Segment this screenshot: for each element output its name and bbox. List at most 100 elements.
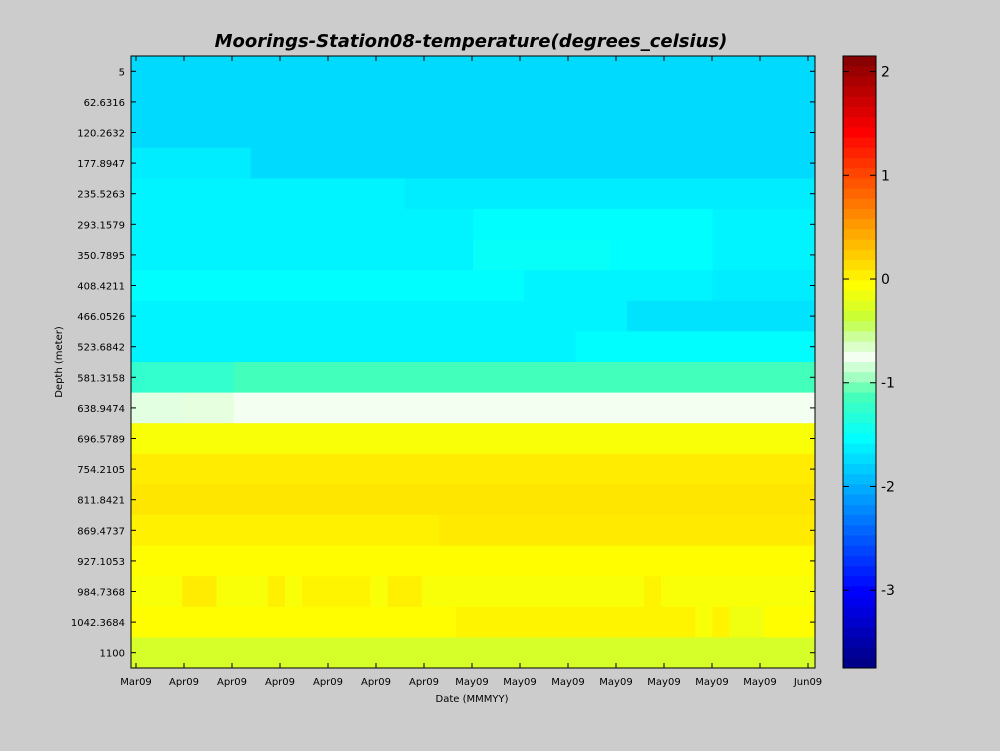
- heatmap-cell-row-11-1: [182, 392, 235, 424]
- heatmap-cell-row-9-1: [575, 331, 816, 363]
- x-tick-label: May09: [647, 677, 680, 688]
- colorbar-step: [843, 576, 876, 587]
- heatmap-cell-row-18-0: [131, 606, 457, 638]
- x-tick-label: May09: [599, 677, 632, 688]
- heatmap-cell-row-1-0: [131, 86, 816, 118]
- colorbar-step: [843, 66, 876, 77]
- x-tick-label: Apr09: [361, 677, 391, 688]
- colorbar-step: [843, 606, 876, 618]
- heatmap-cell-row-4-1: [404, 178, 816, 210]
- y-tick-label: 120.2632: [77, 129, 125, 140]
- heatmap-cell-row-0-0: [131, 56, 816, 88]
- colorbar-step: [843, 453, 876, 465]
- y-tick-label: 1042.3684: [71, 618, 125, 629]
- colorbar-step: [843, 127, 876, 139]
- colorbar-step: [843, 321, 876, 332]
- colorbar-tick-label: -1: [881, 376, 895, 392]
- colorbar-step: [843, 566, 876, 577]
- colorbar-step: [843, 351, 876, 363]
- heatmap-cell-row-18-2: [695, 606, 713, 638]
- heatmap-cell-row-17-1: [182, 576, 217, 608]
- colorbar-tick-label: -2: [881, 479, 895, 495]
- colorbar-step: [843, 270, 876, 281]
- colorbar-step: [843, 402, 876, 414]
- x-tick-label: May09: [743, 677, 776, 688]
- y-axis-ticks: 5 62.6316 120.2632 177.8947 235.5263 293.1579…: [71, 67, 815, 660]
- colorbar-step: [843, 657, 876, 669]
- colorbar-step: [843, 484, 876, 496]
- heatmap-cell-row-5-1: [473, 209, 713, 241]
- colorbar-step: [843, 147, 876, 159]
- x-tick-label: Apr09: [409, 677, 439, 688]
- heatmap-cell-row-7-2: [712, 270, 816, 302]
- colorbar-step: [843, 249, 876, 261]
- y-tick-label: 1100: [100, 649, 125, 660]
- colorbar-step: [843, 158, 876, 169]
- heatmap-cell-row-7-0: [131, 270, 525, 302]
- heatmap-cell-row-11-2: [233, 392, 816, 424]
- x-tick-label: May09: [503, 677, 536, 688]
- y-tick-label: 869.4737: [77, 526, 125, 537]
- heatmap-plot-area: [131, 56, 816, 669]
- heatmap-cell-row-17-0: [131, 576, 183, 608]
- heatmap-cell-row-6-0: [131, 239, 474, 271]
- colorbar: [843, 56, 876, 669]
- chart-title: Moorings-Station08-temperature(degrees_c…: [215, 31, 728, 52]
- colorbar-step: [843, 637, 876, 649]
- x-tick-label: Apr09: [265, 677, 295, 688]
- colorbar-step: [843, 515, 876, 526]
- colorbar-step: [843, 555, 876, 567]
- heatmap-cell-row-17-5: [302, 576, 371, 608]
- colorbar-step: [843, 76, 876, 88]
- colorbar-step: [843, 362, 876, 373]
- x-tick-label: Jun09: [793, 677, 822, 688]
- colorbar-step: [843, 474, 876, 485]
- heatmap-cell-row-18-3: [712, 606, 730, 638]
- heatmap-cell-row-8-0: [131, 300, 628, 332]
- colorbar-ticks: 2 1 0 -1 -2 -3: [843, 65, 895, 599]
- x-tick-label: May09: [695, 677, 728, 688]
- heatmap-cell-row-17-10: [661, 576, 816, 608]
- colorbar-step: [843, 392, 876, 404]
- heatmap-cell-row-5-2: [712, 209, 816, 241]
- heatmap-cell-row-10-0: [131, 362, 235, 394]
- colorbar-tick-label: 2: [881, 65, 890, 81]
- heatmap-cell-row-17-4: [284, 576, 303, 608]
- x-tick-label: May09: [455, 677, 488, 688]
- colorbar-step: [843, 627, 876, 638]
- colorbar-step: [843, 96, 876, 108]
- heatmap-cell-row-17-8: [421, 576, 645, 608]
- colorbar-step: [843, 219, 876, 230]
- heatmap-cell-row-12-0: [131, 423, 816, 455]
- colorbar-step: [843, 331, 876, 343]
- colorbar-step: [843, 280, 876, 292]
- colorbar-step: [843, 168, 876, 179]
- heatmap-cell-row-6-1: [473, 239, 611, 271]
- x-tick-label: Apr09: [217, 677, 247, 688]
- y-tick-label: 5: [119, 67, 125, 78]
- heatmap-cell-row-14-0: [131, 484, 816, 516]
- y-tick-label: 523.6842: [77, 343, 125, 354]
- heatmap-cell-row-15-1: [438, 515, 816, 547]
- y-tick-label: 984.7368: [77, 588, 125, 599]
- heatmap-cell-row-17-3: [267, 576, 286, 608]
- y-axis-label: Depth (meter): [54, 326, 65, 398]
- colorbar-step: [843, 372, 876, 383]
- colorbar-step: [843, 413, 876, 424]
- colorbar-step: [843, 239, 876, 251]
- colorbar-step: [843, 198, 876, 210]
- colorbar-step: [843, 209, 876, 220]
- heatmap-cell-row-17-6: [370, 576, 388, 608]
- colorbar-step: [843, 260, 876, 271]
- colorbar-tick-label: -3: [881, 583, 895, 599]
- colorbar-step: [843, 229, 876, 241]
- colorbar-tick-label: 1: [881, 168, 890, 184]
- colorbar-step: [843, 504, 876, 516]
- heatmap-cell-row-17-9: [644, 576, 662, 608]
- x-axis-label: Date (MMMYY): [436, 694, 509, 705]
- y-tick-label: 408.4211: [77, 282, 125, 293]
- colorbar-step: [843, 494, 876, 506]
- y-tick-label: 293.1579: [77, 220, 125, 231]
- heatmap-cell-row-6-3: [712, 239, 816, 271]
